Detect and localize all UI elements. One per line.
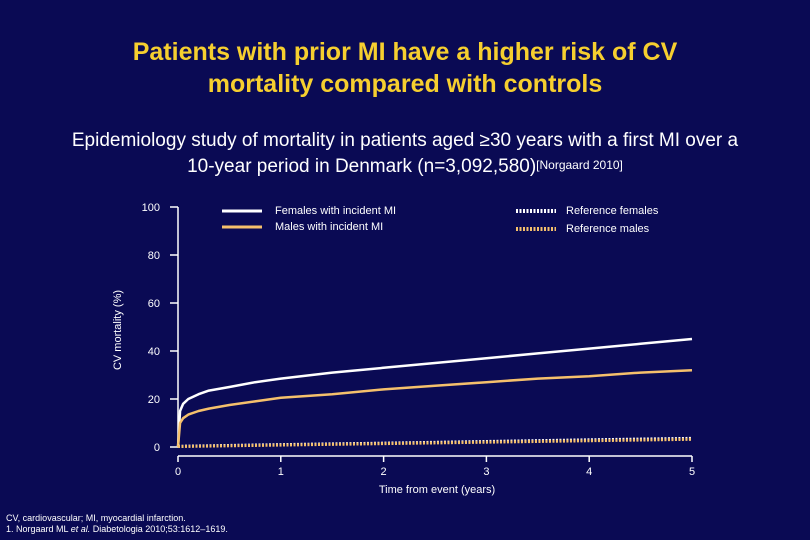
x-tick-label: 3 [483, 466, 489, 478]
x-tick-label: 0 [175, 466, 181, 478]
chart-series [176, 337, 693, 449]
legend-label-3: Reference females [566, 205, 659, 217]
footnote: CV, cardiovascular; MI, myocardial infar… [6, 513, 228, 535]
subtitle-line-2-wrap: 10-year period in Denmark (n=3,092,580)[… [30, 154, 780, 180]
footnote-line-1: CV, cardiovascular; MI, myocardial infar… [6, 513, 186, 523]
slide-title: Patients with prior MI have a higher ris… [40, 36, 770, 100]
chart-axes: 0 20 40 60 80 100 0 1 2 3 4 5 [142, 202, 695, 478]
y-tick-label: 20 [148, 394, 160, 406]
footnote-line-2-etal: et al. [70, 524, 91, 534]
subtitle-line-1: Epidemiology study of mortality in patie… [71, 130, 739, 151]
x-tick-label: 2 [381, 466, 387, 478]
x-axis-label: Time from event (years) [379, 484, 495, 496]
series-line-1 [176, 337, 693, 448]
x-tick-label: 4 [586, 466, 592, 478]
footnote-line-2-post: Diabetologia 2010;53:1612–1619. [90, 524, 228, 534]
y-tick-label: 60 [148, 298, 160, 310]
slide-subtitle: Epidemiology study of mortality in patie… [30, 128, 780, 180]
y-tick-label: 0 [154, 442, 160, 454]
y-tick-label: 40 [148, 346, 160, 358]
footnote-line-2-pre: 1. Norgaard ML [6, 524, 71, 534]
chart-legend: Females with incident MI Males with incid… [222, 205, 659, 235]
title-line-1: Patients with prior MI have a higher ris… [132, 38, 678, 66]
subtitle-reference: [Norgaard 2010] [536, 158, 623, 172]
y-tick-label: 80 [148, 250, 160, 262]
y-axis-label: CV mortality (%) [112, 290, 124, 370]
x-tick-label: 5 [689, 466, 695, 478]
legend-label-4: Reference males [566, 223, 650, 235]
legend-label-1: Females with incident MI [275, 205, 396, 217]
series-line-2 [176, 368, 693, 448]
series-line-4 [177, 437, 693, 449]
footnote-line-2: 1. Norgaard ML et al. Diabetologia 2010;… [6, 524, 228, 535]
legend-label-2: Males with incident MI [275, 221, 383, 233]
y-tick-label: 100 [142, 202, 160, 214]
title-line-2: mortality compared with controls [207, 70, 603, 98]
x-tick-label: 1 [278, 466, 284, 478]
subtitle-line-2: 10-year period in Denmark (n=3,092,580) [187, 156, 537, 177]
